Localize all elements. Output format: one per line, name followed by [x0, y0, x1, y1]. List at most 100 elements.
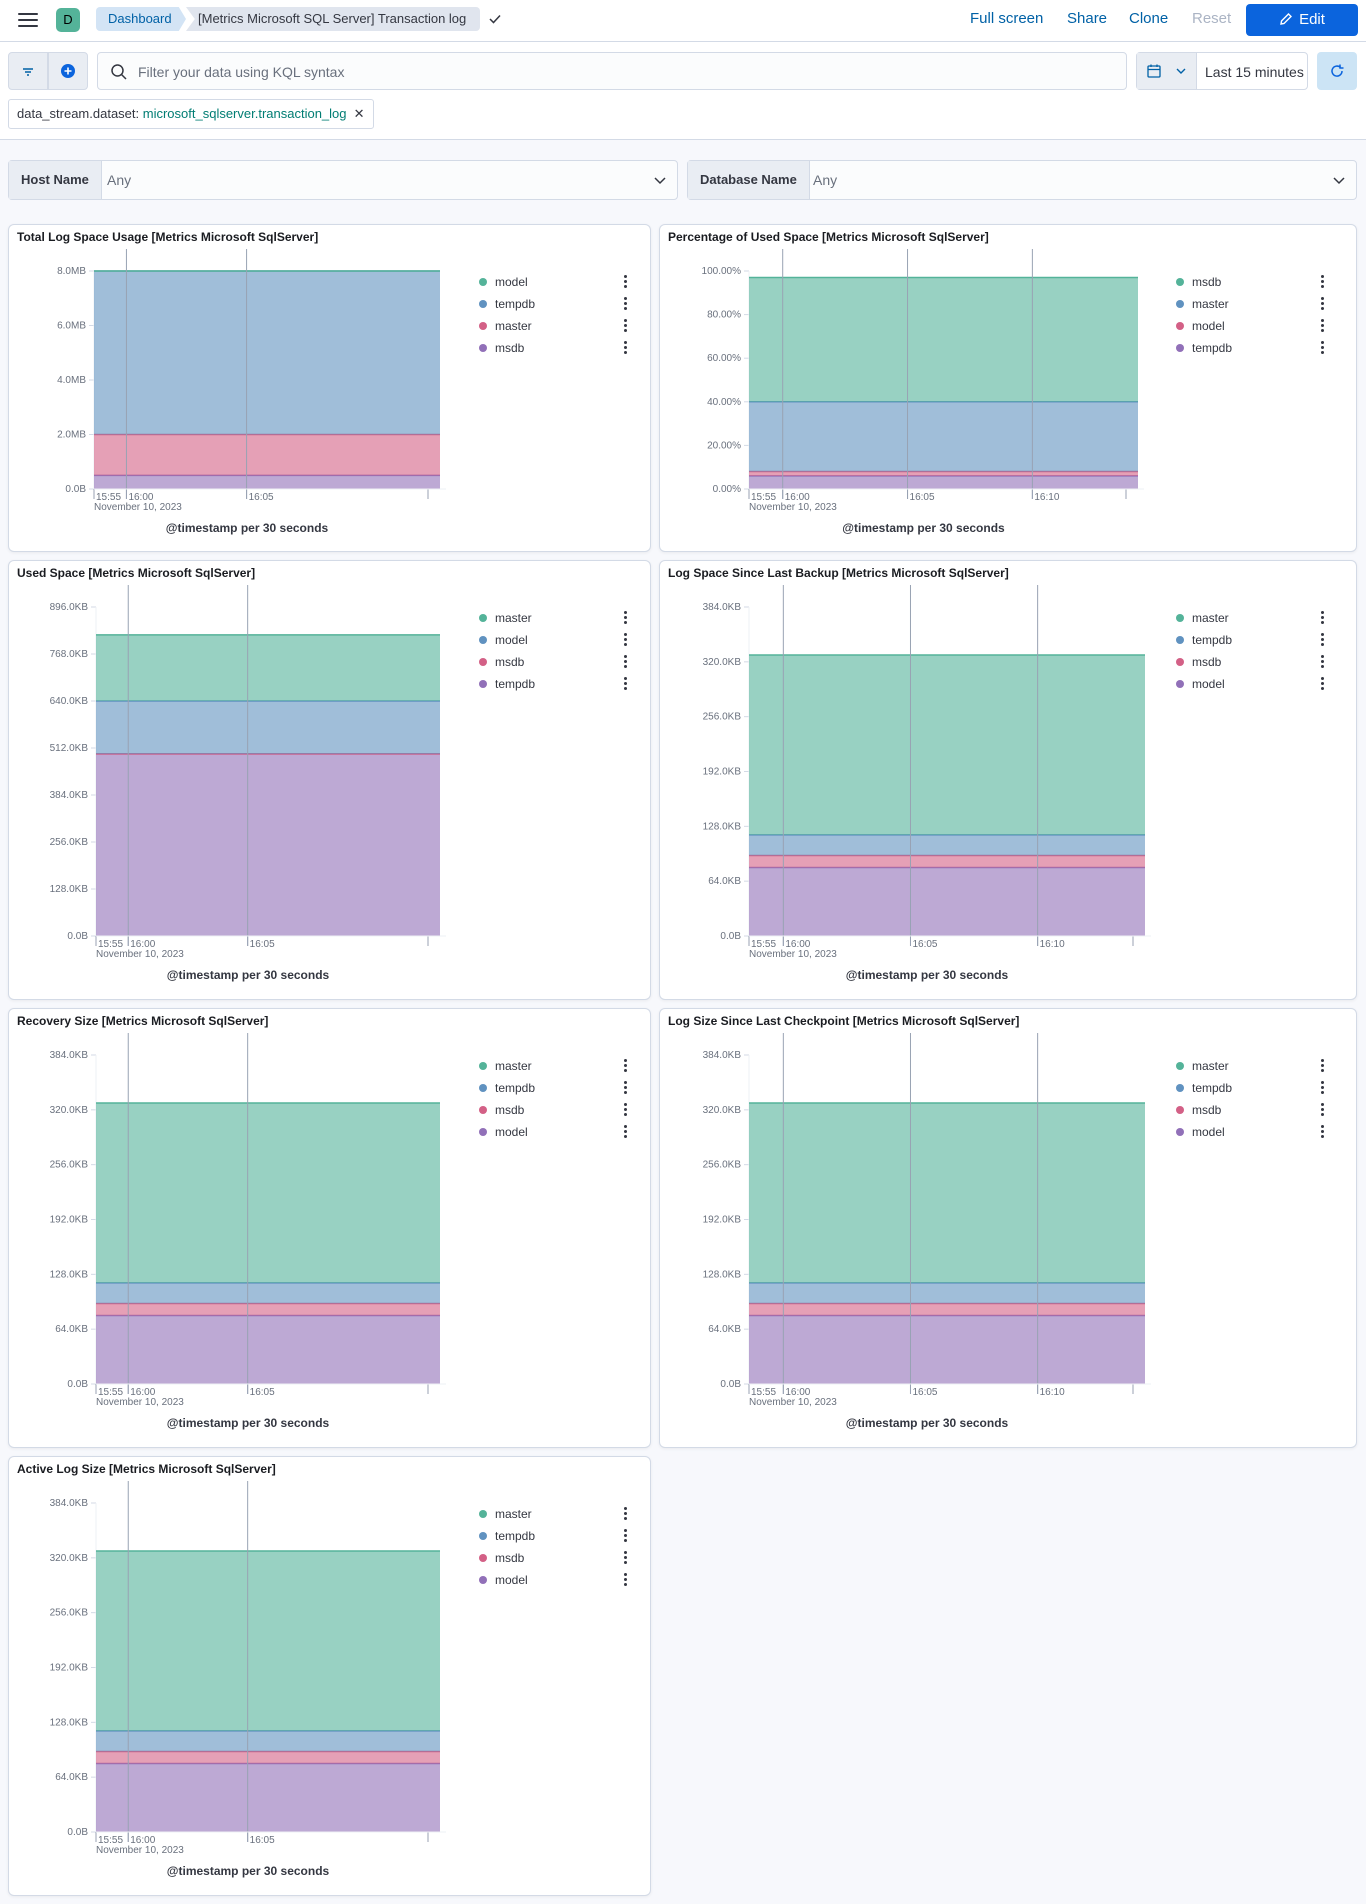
series-area-master[interactable]	[749, 1102, 1145, 1283]
breadcrumb-dashboard[interactable]: Dashboard	[96, 7, 186, 31]
time-range-label[interactable]: Last 15 minutes	[1205, 64, 1304, 80]
legend-item[interactable]: master	[479, 1055, 639, 1077]
legend-item[interactable]: master	[479, 607, 639, 629]
refresh-button[interactable]	[1317, 52, 1357, 90]
kebab-menu-icon[interactable]	[1321, 1125, 1324, 1139]
quick-menu-button[interactable]	[1137, 53, 1197, 89]
full-screen-button[interactable]: Full screen	[970, 10, 1044, 27]
series-area-model[interactable]	[96, 1315, 440, 1384]
legend-item[interactable]: model	[479, 1121, 639, 1143]
series-area-master[interactable]	[94, 434, 440, 476]
legend-item[interactable]: master	[479, 1503, 639, 1525]
edit-button[interactable]: Edit	[1246, 4, 1358, 36]
series-area-model[interactable]	[749, 1315, 1145, 1384]
series-area-model[interactable]	[96, 701, 440, 754]
clone-button[interactable]: Clone	[1129, 10, 1169, 27]
kebab-menu-icon[interactable]	[1321, 633, 1324, 647]
kebab-menu-icon[interactable]	[1321, 1103, 1324, 1117]
series-area-tempdb[interactable]	[749, 834, 1145, 856]
kebab-menu-icon[interactable]	[1321, 655, 1324, 669]
kebab-menu-icon[interactable]	[1321, 297, 1324, 311]
kebab-menu-icon[interactable]	[624, 1551, 627, 1565]
filter-pill[interactable]: data_stream.dataset: microsoft_sqlserver…	[8, 99, 374, 129]
series-area-tempdb[interactable]	[94, 271, 440, 435]
kebab-menu-icon[interactable]	[624, 341, 627, 355]
series-area-master[interactable]	[96, 634, 440, 701]
kebab-menu-icon[interactable]	[624, 1059, 627, 1073]
kebab-menu-icon[interactable]	[1321, 275, 1324, 289]
kql-search-input[interactable]: Filter your data using KQL syntax	[97, 52, 1127, 90]
series-area-msdb[interactable]	[749, 277, 1138, 402]
legend-item[interactable]: tempdb	[479, 1077, 639, 1099]
series-area-tempdb[interactable]	[749, 475, 1138, 489]
series-area-master[interactable]	[749, 654, 1145, 835]
series-area-master[interactable]	[96, 1550, 440, 1731]
filter-menu-button[interactable]	[8, 52, 48, 90]
series-area-tempdb[interactable]	[749, 1282, 1145, 1304]
kebab-menu-icon[interactable]	[624, 1529, 627, 1543]
series-area-model[interactable]	[749, 867, 1145, 936]
legend-item[interactable]: tempdb	[479, 673, 639, 695]
series-area-msdb[interactable]	[96, 1751, 440, 1764]
database-name-control[interactable]: Database Name Any	[687, 160, 1357, 200]
check-icon[interactable]	[488, 12, 502, 26]
kebab-menu-icon[interactable]	[624, 1507, 627, 1521]
kebab-menu-icon[interactable]	[1321, 319, 1324, 333]
legend-item[interactable]: msdb	[479, 1547, 639, 1569]
kebab-menu-icon[interactable]	[624, 319, 627, 333]
kebab-menu-icon[interactable]	[624, 611, 627, 625]
legend-item[interactable]: master	[479, 315, 639, 337]
remove-filter-icon[interactable]: ✕	[353, 106, 365, 121]
series-area-master[interactable]	[96, 1102, 440, 1283]
legend-item[interactable]: msdb	[1176, 271, 1336, 293]
series-area-tempdb[interactable]	[96, 1730, 440, 1752]
legend-item[interactable]: model	[1176, 673, 1336, 695]
series-area-tempdb[interactable]	[96, 1282, 440, 1304]
kebab-menu-icon[interactable]	[624, 1573, 627, 1587]
share-button[interactable]: Share	[1067, 10, 1108, 27]
date-picker[interactable]: Last 15 minutes	[1136, 52, 1308, 90]
kebab-menu-icon[interactable]	[624, 1081, 627, 1095]
legend-item[interactable]: model	[479, 271, 639, 293]
legend-item[interactable]: msdb	[479, 337, 639, 359]
kebab-menu-icon[interactable]	[624, 655, 627, 669]
legend-item[interactable]: msdb	[479, 1099, 639, 1121]
legend-item[interactable]: msdb	[1176, 1099, 1336, 1121]
kebab-menu-icon[interactable]	[624, 297, 627, 311]
legend-item[interactable]: tempdb	[1176, 337, 1336, 359]
kebab-menu-icon[interactable]	[624, 1125, 627, 1139]
space-avatar[interactable]: D	[56, 8, 80, 32]
kebab-menu-icon[interactable]	[1321, 1059, 1324, 1073]
series-area-msdb[interactable]	[749, 855, 1145, 868]
kebab-menu-icon[interactable]	[1321, 611, 1324, 625]
series-area-model[interactable]	[96, 1763, 440, 1832]
legend-item[interactable]: tempdb	[479, 1525, 639, 1547]
series-area-msdb[interactable]	[94, 475, 440, 489]
kebab-menu-icon[interactable]	[624, 677, 627, 691]
series-area-msdb[interactable]	[749, 1303, 1145, 1316]
legend-item[interactable]: model	[1176, 315, 1336, 337]
kebab-menu-icon[interactable]	[1321, 1081, 1324, 1095]
series-area-tempdb[interactable]	[96, 753, 440, 936]
legend-item[interactable]: msdb	[479, 651, 639, 673]
legend-item[interactable]: model	[1176, 1121, 1336, 1143]
legend-item[interactable]: master	[1176, 293, 1336, 315]
legend-item[interactable]: msdb	[1176, 651, 1336, 673]
legend-item[interactable]: tempdb	[1176, 629, 1336, 651]
legend-item[interactable]: model	[479, 629, 639, 651]
legend-item[interactable]: tempdb	[479, 293, 639, 315]
kebab-menu-icon[interactable]	[1321, 341, 1324, 355]
menu-icon[interactable]	[18, 10, 38, 30]
reset-button[interactable]: Reset	[1192, 10, 1232, 27]
kebab-menu-icon[interactable]	[624, 275, 627, 289]
host-name-control[interactable]: Host Name Any	[8, 160, 678, 200]
kebab-menu-icon[interactable]	[624, 1103, 627, 1117]
series-area-master[interactable]	[749, 401, 1138, 472]
legend-item[interactable]: tempdb	[1176, 1077, 1336, 1099]
legend-item[interactable]: model	[479, 1569, 639, 1591]
kebab-menu-icon[interactable]	[1321, 677, 1324, 691]
legend-item[interactable]: master	[1176, 1055, 1336, 1077]
kebab-menu-icon[interactable]	[624, 633, 627, 647]
series-area-model[interactable]	[749, 471, 1138, 476]
add-filter-button[interactable]	[48, 52, 88, 90]
